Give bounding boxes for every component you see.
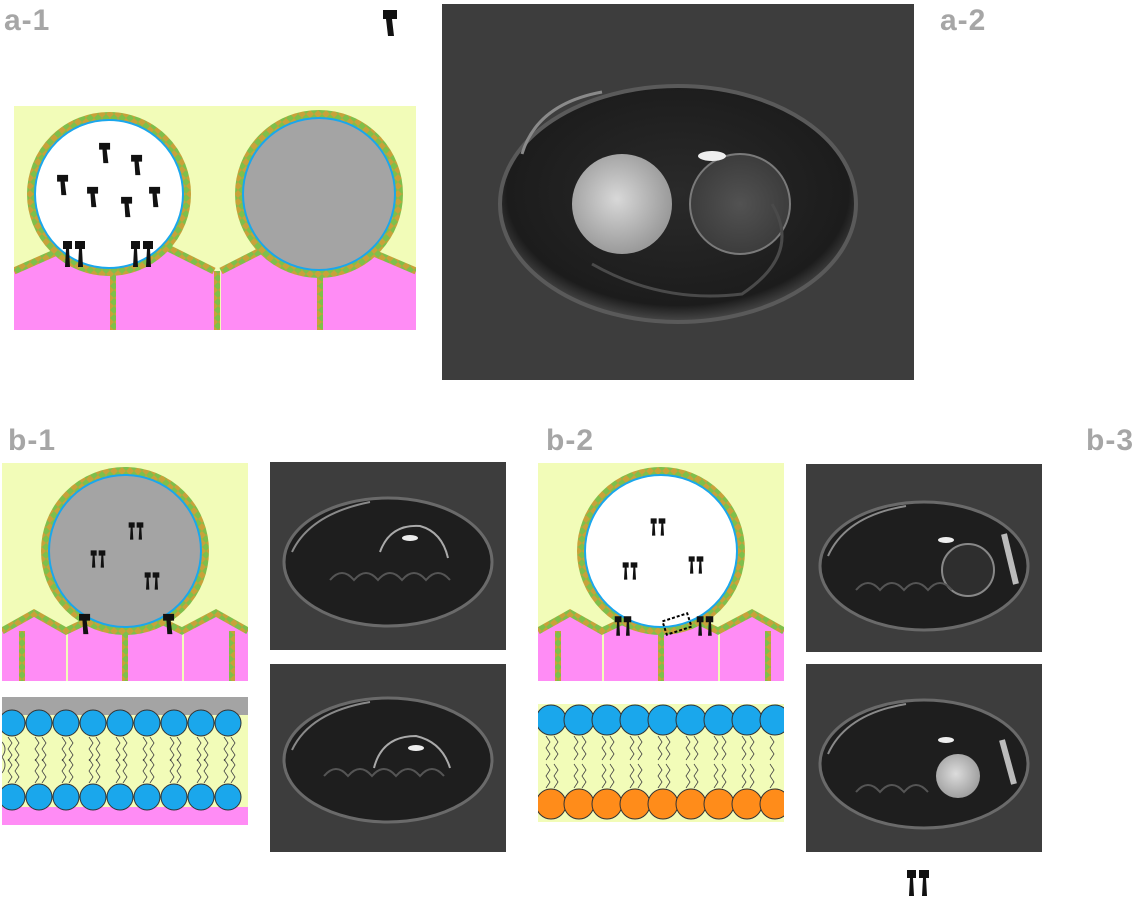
micrograph-b3-bottom — [806, 664, 1042, 852]
panel-label-b3: b-3 — [1086, 424, 1134, 457]
panel-label-a2: a-2 — [940, 4, 987, 37]
micrograph-b1-top — [270, 462, 506, 650]
bilayer-b1 — [2, 697, 248, 825]
micrograph-b3-top — [806, 464, 1042, 652]
diagram-b1-droplet — [2, 463, 248, 681]
bilayer-b2 — [538, 704, 784, 822]
micrograph-b1-bottom — [270, 664, 506, 852]
panel-label-b1: b-1 — [8, 424, 56, 457]
channel-pair-icon — [905, 868, 931, 900]
panel-label-a1: a-1 — [4, 4, 51, 37]
panel-label-b2: b-2 — [546, 424, 594, 457]
diagram-a1 — [14, 106, 416, 330]
micrograph-a2 — [442, 4, 914, 380]
diagram-b2-droplet — [538, 463, 784, 681]
channel-protein-icon — [380, 8, 402, 38]
